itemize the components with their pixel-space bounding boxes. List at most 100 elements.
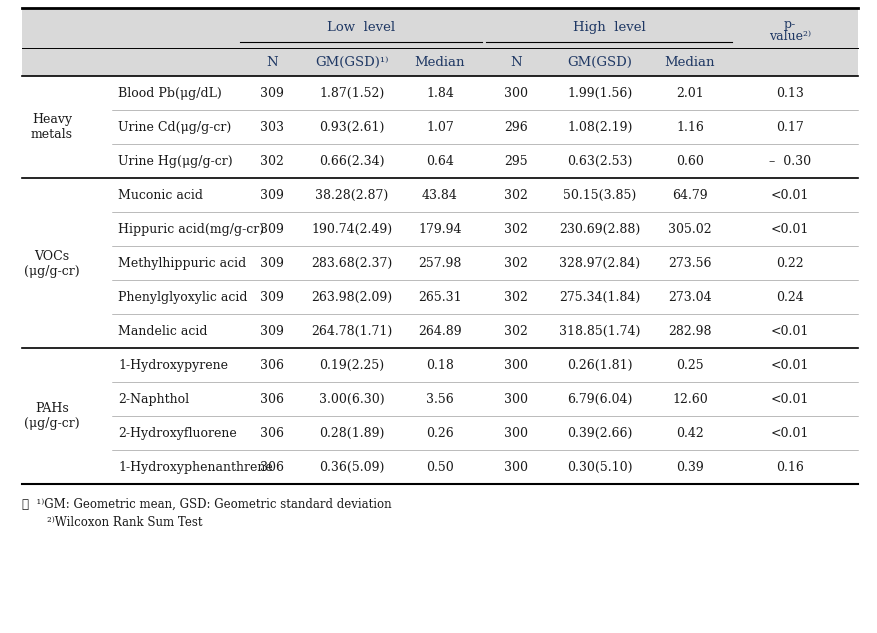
Text: <0.01: <0.01 [770,427,809,440]
Text: value²⁾: value²⁾ [768,30,810,43]
Text: <0.01: <0.01 [770,223,809,236]
Text: 230.69(2.88): 230.69(2.88) [559,223,640,236]
Text: Median: Median [664,56,715,69]
Text: PAHs: PAHs [35,403,68,415]
Text: metals: metals [31,128,73,142]
Text: 0.26: 0.26 [425,427,453,440]
Text: –  0.30: – 0.30 [768,155,810,168]
Text: p-: p- [783,18,795,31]
Text: 0.39(2.66): 0.39(2.66) [567,427,632,440]
Text: 2-Hydroxyfluorene: 2-Hydroxyfluorene [118,427,237,440]
Text: VOCs: VOCs [34,249,69,263]
Text: 0.60: 0.60 [675,155,703,168]
Text: 1.16: 1.16 [675,121,703,134]
Text: 1.07: 1.07 [425,121,453,134]
Text: 1-Hydroxypyrene: 1-Hydroxypyrene [118,359,228,372]
Text: 309: 309 [260,189,283,202]
Text: 0.13: 0.13 [775,87,803,100]
Text: 0.26(1.81): 0.26(1.81) [567,359,632,372]
Text: 1.08(2.19): 1.08(2.19) [567,121,632,134]
Text: Phenylglyoxylic acid: Phenylglyoxylic acid [118,291,247,304]
Text: 309: 309 [260,223,283,236]
Text: 264.78(1.71): 264.78(1.71) [311,325,392,338]
Text: 309: 309 [260,325,283,338]
Text: 0.18: 0.18 [425,359,453,372]
Text: 309: 309 [260,87,283,100]
Text: 302: 302 [260,155,283,168]
Text: 0.66(2.34): 0.66(2.34) [319,155,384,168]
Text: 0.30(5.10): 0.30(5.10) [567,461,632,474]
Text: 0.28(1.89): 0.28(1.89) [319,427,384,440]
Text: 302: 302 [503,189,527,202]
Text: 275.34(1.84): 275.34(1.84) [559,291,640,304]
Text: Heavy: Heavy [32,113,72,127]
Text: 306: 306 [260,393,283,406]
Text: Methylhippuric acid: Methylhippuric acid [118,257,246,270]
Text: 0.39: 0.39 [675,461,703,474]
Text: 296: 296 [503,121,527,134]
Text: 300: 300 [503,359,527,372]
Text: 300: 300 [503,461,527,474]
Text: ²⁾Wilcoxon Rank Sum Test: ²⁾Wilcoxon Rank Sum Test [32,516,203,529]
Text: 43.84: 43.84 [422,189,458,202]
Text: 0.22: 0.22 [775,257,803,270]
Text: 1.87(1.52): 1.87(1.52) [319,87,384,100]
Text: 6.79(6.04): 6.79(6.04) [567,393,632,406]
Text: 12.60: 12.60 [672,393,707,406]
Text: 0.36(5.09): 0.36(5.09) [319,461,384,474]
Text: 38.28(2.87): 38.28(2.87) [315,189,389,202]
Text: 300: 300 [503,393,527,406]
Text: <0.01: <0.01 [770,393,809,406]
Text: 64.79: 64.79 [672,189,707,202]
Text: 273.04: 273.04 [667,291,711,304]
Text: 1.84: 1.84 [425,87,453,100]
Text: 305.02: 305.02 [667,223,711,236]
Text: 2-Naphthol: 2-Naphthol [118,393,189,406]
Text: <0.01: <0.01 [770,359,809,372]
Text: 302: 302 [503,257,527,270]
Text: 300: 300 [503,87,527,100]
Text: 295: 295 [503,155,527,168]
Text: 283.68(2.37): 283.68(2.37) [311,257,392,270]
Text: 302: 302 [503,223,527,236]
Text: (μg/g-cr): (μg/g-cr) [25,418,80,430]
Text: <0.01: <0.01 [770,325,809,338]
Text: 0.93(2.61): 0.93(2.61) [319,121,384,134]
Text: GM(GSD): GM(GSD) [567,56,631,69]
Text: 50.15(3.85): 50.15(3.85) [563,189,636,202]
Text: 0.42: 0.42 [675,427,703,440]
Text: 328.97(2.84): 328.97(2.84) [559,257,640,270]
Text: Muconic acid: Muconic acid [118,189,203,202]
Text: 2.01: 2.01 [675,87,703,100]
Text: 1.99(1.56): 1.99(1.56) [567,87,632,100]
Text: 0.24: 0.24 [775,291,803,304]
Text: 282.98: 282.98 [667,325,711,338]
Text: ※  ¹⁾GM: Geometric mean, GSD: Geometric standard deviation: ※ ¹⁾GM: Geometric mean, GSD: Geometric s… [22,498,391,511]
Bar [22,76,857,484]
Text: 265.31: 265.31 [417,291,461,304]
Text: Urine Cd(μg/g-cr): Urine Cd(μg/g-cr) [118,121,231,134]
Text: High  level: High level [572,21,645,34]
Text: 0.25: 0.25 [675,359,703,372]
Text: N: N [510,56,521,69]
Text: <0.01: <0.01 [770,189,809,202]
Text: Low  level: Low level [326,21,395,34]
Text: 257.98: 257.98 [417,257,461,270]
Text: 0.64: 0.64 [425,155,453,168]
Text: 264.89: 264.89 [417,325,461,338]
Text: 273.56: 273.56 [667,257,711,270]
Text: 190.74(2.49): 190.74(2.49) [311,223,392,236]
Text: 302: 302 [503,291,527,304]
Text: 306: 306 [260,427,283,440]
Text: 179.94: 179.94 [417,223,461,236]
Text: 3.56: 3.56 [425,393,453,406]
Text: Mandelic acid: Mandelic acid [118,325,207,338]
Text: N: N [266,56,277,69]
Text: 3.00(6.30): 3.00(6.30) [319,393,384,406]
Text: Hippuric acid(mg/g-cr): Hippuric acid(mg/g-cr) [118,223,264,236]
Text: Urine Hg(μg/g-cr): Urine Hg(μg/g-cr) [118,155,232,168]
Text: Median: Median [414,56,465,69]
Text: 0.63(2.53): 0.63(2.53) [567,155,632,168]
Text: 0.16: 0.16 [775,461,803,474]
Text: GM(GSD)¹⁾: GM(GSD)¹⁾ [315,56,389,69]
